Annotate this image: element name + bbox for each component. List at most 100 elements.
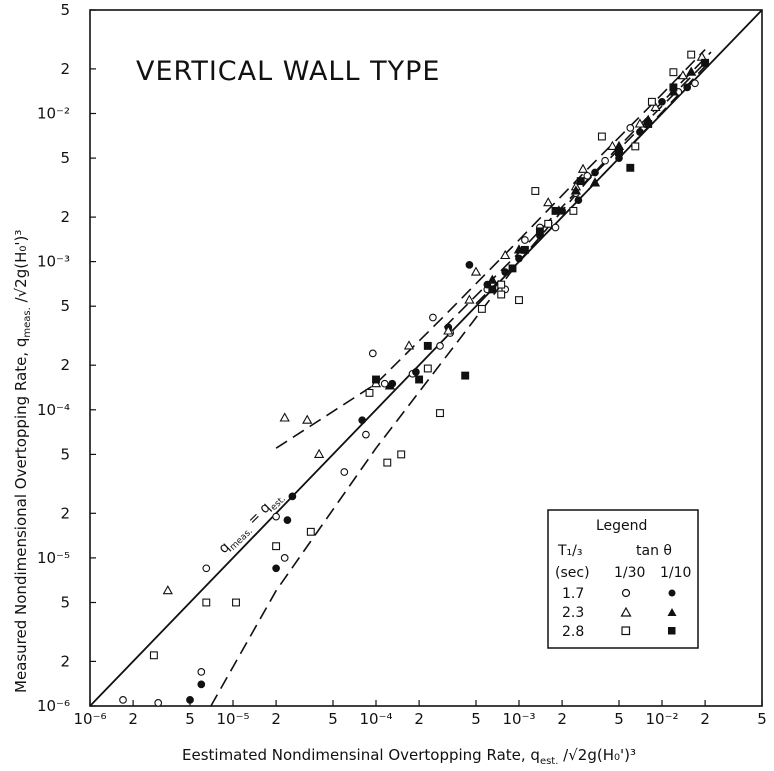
data-point-s5-14 — [701, 58, 710, 67]
legend-filled-square — [668, 627, 676, 635]
data-point-s5-3 — [461, 371, 470, 380]
data-point-s4-9 — [436, 409, 444, 418]
data-point-s1-20 — [683, 83, 692, 92]
y-tick-label-5: 5 — [60, 445, 70, 463]
legend-filled-triangle — [667, 608, 677, 616]
data-point-s5-6 — [520, 245, 529, 254]
data-point-s0-21 — [601, 156, 609, 165]
x-tick-label-7: 2 — [414, 710, 424, 728]
x-tick-label-4: 2 — [271, 710, 281, 728]
chart-title: VERTICAL WALL TYPE — [136, 56, 440, 87]
x-tick-label-6: 10⁻⁴ — [359, 710, 392, 728]
x-tick-label-11: 5 — [614, 710, 624, 728]
x-tick-label-8: 5 — [471, 710, 481, 728]
data-point-s3-4 — [570, 185, 582, 195]
data-point-s2-3 — [313, 448, 325, 458]
data-point-s1-19 — [658, 97, 666, 106]
legend-open-circle — [621, 588, 631, 598]
y-tick-label-12: 10⁻² — [37, 105, 70, 123]
legend-open-square — [621, 626, 631, 636]
y-tick-label-13: 2 — [60, 60, 70, 78]
data-point-s1-12 — [515, 254, 523, 263]
data-point-s4-3 — [272, 542, 281, 551]
plot-frame — [89, 9, 763, 707]
data-point-s4-16 — [569, 206, 578, 215]
data-point-s5-8 — [551, 206, 560, 215]
data-point-s1-2 — [272, 564, 280, 573]
y-tick-label-6: 10⁻⁴ — [37, 401, 70, 419]
legend-period-header: T₁/₃ — [557, 543, 583, 559]
reference-line-1 — [275, 49, 706, 449]
y-tick-label-14: 5 — [60, 1, 70, 19]
y-tick-label-10: 2 — [60, 208, 70, 226]
data-point-s1-11 — [501, 268, 510, 276]
legend-period-unit: (sec) — [555, 565, 590, 581]
data-point-s5-1 — [415, 375, 424, 384]
data-point-s3-1 — [487, 274, 498, 284]
y-tick-label-1: 2 — [60, 652, 70, 670]
data-point-s1-18 — [636, 128, 644, 136]
data-point-s5-13 — [669, 83, 678, 92]
data-point-s4-7 — [397, 450, 406, 459]
data-point-s2-13 — [607, 140, 618, 150]
data-point-s5-10 — [615, 148, 623, 156]
data-point-s1-1 — [197, 680, 206, 689]
data-point-s5-2 — [423, 341, 432, 350]
data-point-s2-10 — [543, 197, 554, 207]
data-point-s5-9 — [576, 177, 585, 186]
data-point-s4-12 — [497, 280, 506, 289]
data-point-s4-11 — [497, 290, 506, 299]
x-axis-title: Eestimated Nondimensinal Overtopping Rat… — [182, 746, 636, 767]
data-point-s2-0 — [162, 585, 173, 595]
data-point-s4-15 — [544, 219, 553, 228]
data-point-s4-21 — [669, 68, 678, 77]
data-point-s1-7 — [412, 368, 420, 376]
data-point-s1-15 — [574, 196, 583, 205]
data-point-s4-10 — [477, 304, 486, 313]
data-point-s4-22 — [687, 50, 696, 59]
data-point-s4-2 — [232, 598, 240, 607]
y-tick-label-4: 2 — [60, 504, 70, 522]
legend-period-1: 1.7 — [562, 586, 584, 602]
data-point-s0-0 — [119, 696, 127, 704]
data-point-s2-16 — [677, 70, 689, 80]
data-point-s0-16 — [521, 236, 529, 244]
data-point-s5-4 — [488, 285, 497, 294]
data-point-s2-12 — [577, 163, 589, 173]
data-point-s2-5 — [403, 340, 415, 350]
legend-period-3: 2.8 — [562, 624, 584, 640]
legend-open-triangle — [620, 606, 632, 617]
y-tick-label-7: 2 — [60, 356, 70, 374]
legend-title: Legend — [596, 518, 647, 534]
data-point-s4-1 — [202, 598, 211, 607]
legend-slope-header: tan θ — [636, 543, 672, 559]
data-point-s4-6 — [383, 458, 392, 467]
data-point-s0-1 — [154, 699, 163, 707]
legend-slope-1-10: 1/10 — [660, 565, 691, 581]
data-point-s4-0 — [149, 651, 158, 660]
data-point-s4-8 — [423, 364, 432, 373]
data-point-s0-7 — [362, 430, 370, 439]
y-tick-label-2: 5 — [60, 594, 70, 612]
x-tick-label-14: 5 — [757, 710, 767, 728]
y-tick-label-3: 10⁻⁵ — [37, 549, 70, 567]
data-point-s0-22 — [626, 124, 635, 132]
data-point-s5-5 — [508, 264, 517, 273]
data-points — [119, 50, 710, 707]
data-point-s2-7 — [464, 294, 475, 304]
data-point-s4-17 — [597, 132, 606, 141]
data-point-s4-4 — [306, 527, 315, 536]
x-tick-label-0: 10⁻⁶ — [73, 710, 106, 728]
x-tick-label-5: 5 — [328, 710, 338, 728]
data-point-s2-6 — [443, 325, 454, 335]
y-tick-label-11: 5 — [60, 149, 70, 167]
data-point-s4-13 — [515, 296, 523, 305]
data-point-s4-5 — [365, 388, 374, 397]
data-point-s0-20 — [583, 171, 592, 180]
data-point-s0-11 — [429, 313, 437, 322]
data-point-s2-1 — [279, 412, 290, 422]
x-tick-label-1: 2 — [128, 710, 138, 728]
data-point-s2-15 — [650, 101, 661, 111]
data-point-s3-5 — [589, 177, 601, 187]
